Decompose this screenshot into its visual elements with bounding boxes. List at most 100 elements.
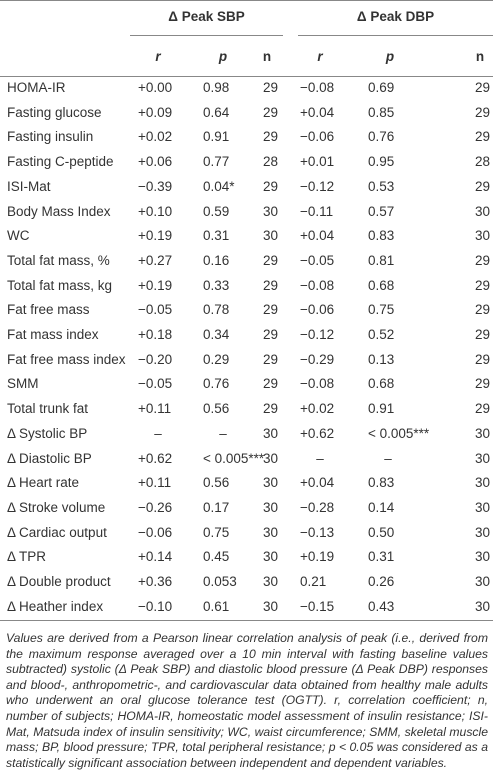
- footnote: Values are derived from a Pearson linear…: [6, 631, 488, 770]
- row-label: Fat free mass index: [7, 351, 126, 367]
- row-label: Fasting insulin: [7, 129, 94, 145]
- cell: −0.05: [300, 252, 335, 268]
- cell: 29: [474, 129, 490, 145]
- cell: 29: [474, 302, 490, 318]
- cell: 0.14: [368, 499, 395, 515]
- rule: [0, 620, 493, 621]
- cell: 0.76: [368, 129, 395, 145]
- cell: −0.11: [300, 203, 334, 219]
- cell: –: [219, 425, 227, 441]
- cell: 0.91: [368, 401, 395, 417]
- cell: −0.12: [300, 178, 335, 194]
- cell: −0.12: [300, 327, 335, 342]
- cell: 30: [262, 549, 278, 565]
- cell: 30: [262, 524, 278, 540]
- cell: < 0.005***: [203, 450, 265, 466]
- cell: +0.01: [300, 154, 335, 170]
- cell: 0.31: [203, 228, 230, 244]
- cell: 30: [262, 574, 278, 589]
- cell: +0.02: [138, 129, 173, 145]
- cell: 29: [262, 327, 278, 342]
- cell: 0.45: [203, 549, 230, 565]
- cell: +0.11: [138, 475, 172, 491]
- cell: 0.13: [368, 351, 395, 367]
- cell: 30: [474, 228, 490, 244]
- cell: 0.17: [203, 499, 230, 515]
- cell: 0.52: [368, 327, 395, 342]
- row-label: Body Mass Index: [7, 203, 111, 219]
- group-header: Δ Peak DBP: [356, 9, 435, 24]
- cell: 30: [262, 598, 278, 614]
- cell: 0.56: [203, 475, 230, 491]
- cell: –: [154, 425, 162, 441]
- cell: 0.50: [368, 524, 395, 540]
- column-header: p: [385, 49, 395, 64]
- cell: 0.76: [203, 376, 230, 392]
- cell: +0.18: [138, 327, 173, 342]
- row-label: Fasting C-peptide: [7, 154, 114, 170]
- column-header: n: [262, 49, 272, 64]
- cell: 0.68: [368, 376, 395, 392]
- cell: 0.16: [203, 252, 230, 268]
- cell: −0.08: [300, 277, 335, 293]
- cell: 30: [474, 475, 490, 491]
- cell: +0.10: [138, 203, 173, 219]
- cell: +0.11: [138, 401, 172, 417]
- cell: −0.05: [138, 376, 173, 392]
- cell: 29: [474, 277, 490, 293]
- cell: +0.04: [300, 104, 335, 120]
- cell: −0.29: [300, 351, 335, 367]
- cell: +0.14: [138, 549, 173, 565]
- cell: +0.36: [138, 574, 173, 589]
- cell: −0.06: [138, 524, 173, 540]
- cell: 28: [474, 154, 490, 170]
- column-header: n: [475, 49, 485, 64]
- cell: −0.05: [138, 302, 173, 318]
- cell: 29: [474, 252, 490, 268]
- cell: 30: [474, 499, 490, 515]
- cell: 0.04*: [203, 178, 235, 194]
- group-header: Δ Peak SBP: [168, 9, 245, 24]
- cell: 0.053: [203, 574, 237, 589]
- cell: 30: [262, 450, 278, 466]
- cell: −0.39: [138, 178, 173, 194]
- cell: 0.33: [203, 277, 230, 293]
- cell: 29: [262, 129, 278, 145]
- cell: 30: [262, 499, 278, 515]
- cell: 0.75: [203, 524, 230, 540]
- cell: < 0.005***: [368, 425, 430, 441]
- cell: 30: [262, 228, 278, 244]
- cell: 29: [474, 80, 490, 95]
- row-label: Total fat mass, kg: [7, 277, 113, 293]
- cell: –: [316, 450, 324, 466]
- rule: [298, 35, 493, 36]
- cell: 0.81: [368, 252, 395, 268]
- cell: 0.78: [203, 302, 230, 318]
- cell: 0.64: [203, 104, 230, 120]
- cell: 30: [474, 598, 490, 614]
- cell: 29: [262, 252, 278, 268]
- column-header: r: [155, 49, 161, 64]
- row-label: Δ Diastolic BP: [7, 450, 92, 466]
- column-header: p: [218, 49, 228, 64]
- rule: [0, 0, 493, 1]
- cell: +0.06: [138, 154, 173, 170]
- cell: +0.62: [138, 450, 173, 466]
- cell: −0.06: [300, 302, 335, 318]
- row-label: ISI-Mat: [7, 178, 51, 194]
- row-label: Total fat mass, %: [7, 252, 110, 268]
- cell: 29: [262, 376, 278, 392]
- cell: −0.15: [300, 598, 335, 614]
- row-label: Fasting glucose: [7, 104, 102, 120]
- row-label: Δ TPR: [7, 549, 47, 565]
- row-label: Fat free mass: [7, 302, 90, 318]
- cell: −0.10: [138, 598, 173, 614]
- cell: 29: [262, 401, 278, 417]
- cell: 30: [474, 203, 490, 219]
- cell: 0.59: [203, 203, 230, 219]
- cell: 0.29: [203, 351, 230, 367]
- cell: −0.20: [138, 351, 173, 367]
- cell: 29: [262, 351, 278, 367]
- row-label: Δ Heather index: [7, 598, 104, 614]
